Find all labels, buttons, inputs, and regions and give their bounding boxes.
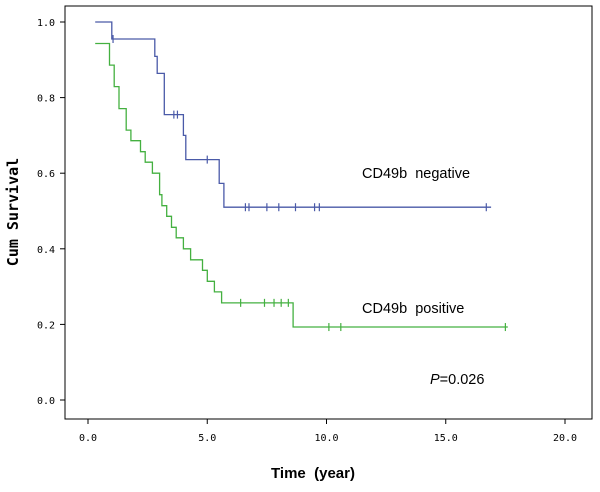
- x-tick-label: 5.0: [198, 433, 216, 444]
- annotation-cd49b-negative: CD49b negative: [362, 166, 470, 182]
- annotation-cd49b-positive: CD49b positive: [362, 301, 464, 317]
- x-tick-label: 10.0: [314, 433, 338, 444]
- p-value-annotation: P=0.026: [430, 372, 484, 388]
- plot-frame: [64, 5, 593, 420]
- x-axis-ticks: 0.0 5.0 10.0 15.0 20.0: [79, 419, 577, 444]
- y-tick-label: 1.0: [37, 18, 55, 29]
- x-tick-label: 0.0: [79, 433, 97, 444]
- y-tick-label: 0.2: [37, 320, 55, 331]
- p-value-number: =0.026: [440, 372, 485, 388]
- x-tick-label: 20.0: [553, 433, 577, 444]
- y-tick-label: 0.8: [37, 94, 55, 105]
- p-value-symbol: P: [430, 372, 440, 388]
- survival-curve-positive: [95, 42, 508, 328]
- series-layer: [95, 21, 508, 332]
- x-tick-label: 15.0: [434, 433, 458, 444]
- series-negative: [95, 21, 492, 212]
- x-axis-label: Time (year): [271, 465, 355, 482]
- y-axis-ticks: 0.0 0.2 0.4 0.6 0.8 1.0: [37, 18, 65, 407]
- y-tick-label: 0.4: [37, 245, 55, 256]
- y-axis-label: Cum Survival: [4, 158, 22, 266]
- y-tick-label: 0.6: [37, 169, 55, 180]
- series-positive: [95, 42, 508, 332]
- y-tick-label: 0.0: [37, 396, 55, 407]
